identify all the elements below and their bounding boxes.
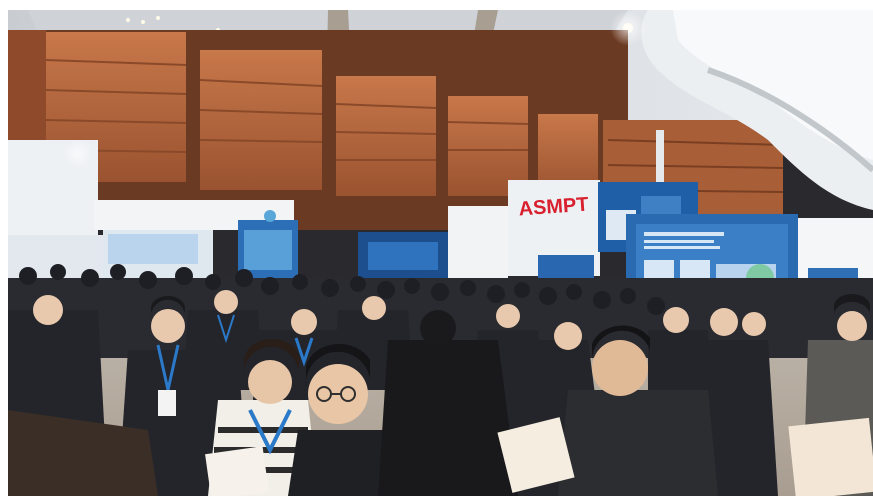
center-booth (358, 206, 508, 286)
curved-ceiling-structure (641, 10, 873, 250)
expo-hall-photo: ASMPT (8, 10, 873, 496)
lanyards (156, 314, 314, 416)
wood-wall (8, 30, 784, 230)
photo-frame: ASMPT (8, 10, 873, 496)
crowd-foreground (8, 310, 873, 496)
asmpt-sign: ASMPT (518, 194, 589, 221)
